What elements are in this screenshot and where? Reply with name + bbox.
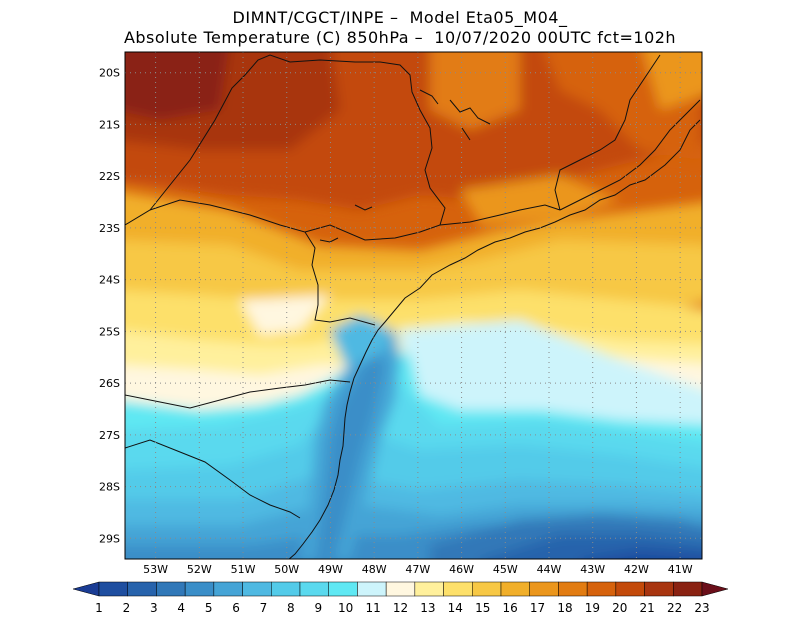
colorbar-segment (127, 581, 157, 597)
title-line-2: Absolute Temperature (C) 850hPa – 10/07/… (123, 28, 677, 47)
title-line-1: DIMNT/CGCT/INPE – Model Eta05_M04_ (232, 8, 568, 27)
colorbar-segment (443, 581, 473, 597)
lon-tick-label: 44W (537, 563, 562, 576)
colorbar-label: 19 (585, 601, 600, 615)
colorbar-segment (184, 581, 215, 597)
lon-tick-label: 49W (318, 563, 343, 576)
colorbar-label: 4 (177, 601, 185, 615)
colorbar-label: 10 (338, 601, 353, 615)
reservoir-lines (319, 89, 491, 243)
colorbar-segment (385, 581, 416, 597)
lon-tick-label: 45W (493, 563, 518, 576)
lon-tick-label: 41W (668, 563, 693, 576)
lat-tick-label: 23S (99, 222, 120, 235)
colorbar-label: 22 (667, 601, 682, 615)
colorbar-arrow-left (72, 581, 100, 597)
state-border-1 (125, 199, 376, 326)
lat-tick-label: 27S (99, 429, 120, 442)
colorbar-segment (299, 581, 329, 597)
lat-tick-label: 29S (99, 532, 120, 545)
state-border-5 (439, 204, 561, 226)
colorbar-label: 20 (612, 601, 627, 615)
colorbar-segment (328, 581, 358, 597)
lon-tick-label: 48W (362, 563, 387, 576)
map-frame (124, 51, 703, 560)
grid-lines (125, 52, 702, 559)
latitude-labels: 20S 21S 22S 23S 24S 25S 26S 27S 28S 29S (99, 67, 120, 546)
colorbar-label: 7 (260, 601, 268, 615)
lon-tick-label: 42W (624, 563, 649, 576)
colorbar-label: 17 (530, 601, 545, 615)
colorbar-segment (529, 581, 559, 597)
colorbar-segment (213, 581, 243, 597)
colorbar-label: 3 (150, 601, 158, 615)
lat-tick-label: 28S (99, 481, 120, 494)
lon-tick-label: 51W (231, 563, 256, 576)
colorbar-segment (586, 581, 617, 597)
colorbar-segment (271, 581, 301, 597)
colorbar-label: 11 (365, 601, 380, 615)
colorbar: 1 2 3 4 5 6 7 8 9 10 11 12 13 14 15 16 17 18 19 20 21 22 23 (72, 581, 729, 615)
state-border-6 (559, 99, 701, 211)
colorbar-label: 21 (640, 601, 655, 615)
colorbar-label: 18 (557, 601, 572, 615)
state-border-7 (554, 54, 661, 211)
colorbar-label: 9 (314, 601, 322, 615)
colorbar-label: 14 (448, 601, 463, 615)
colorbar-label: 23 (694, 601, 709, 615)
lat-tick-label: 21S (99, 118, 120, 131)
lon-tick-label: 50W (274, 563, 299, 576)
colorbar-label: 12 (393, 601, 408, 615)
boundaries (125, 54, 701, 559)
colorbar-segment (615, 581, 645, 597)
colorbar-segment (98, 581, 128, 597)
state-border-2 (125, 379, 351, 409)
colorbar-segment (472, 581, 502, 597)
state-border-4 (149, 54, 446, 241)
colorbar-label: 1 (95, 601, 103, 615)
temperature-field (125, 52, 702, 559)
colorbar-arrow-right (701, 581, 729, 597)
lat-tick-label: 24S (99, 274, 120, 287)
lat-tick-label: 26S (99, 377, 120, 390)
longitude-labels: 53W 52W 51W 50W 49W 48W 47W 46W 45W 44W 43W 42W 41W (143, 563, 693, 576)
colorbar-label: 13 (420, 601, 435, 615)
colorbar-segment (357, 581, 387, 597)
lat-tick-label: 22S (99, 170, 120, 183)
lon-tick-label: 43W (580, 563, 605, 576)
colorbar-segment (558, 581, 588, 597)
lat-tick-label: 20S (99, 67, 120, 80)
colorbar-label: 8 (287, 601, 295, 615)
colorbar-segment (644, 581, 674, 597)
lon-tick-label: 46W (449, 563, 474, 576)
colorbar-segment (414, 581, 444, 597)
state-border-3 (125, 439, 301, 519)
colorbar-segment (156, 581, 186, 597)
coastline (288, 119, 701, 559)
colorbar-label: 5 (205, 601, 213, 615)
lon-tick-label: 52W (187, 563, 212, 576)
lon-tick-label: 53W (143, 563, 168, 576)
lat-tick-label: 25S (99, 325, 120, 338)
colorbar-segment (242, 581, 272, 597)
colorbar-label: 16 (502, 601, 517, 615)
colorbar-label: 2 (123, 601, 131, 615)
colorbar-segment (673, 581, 703, 597)
lon-tick-label: 47W (405, 563, 430, 576)
colorbar-segment (500, 581, 530, 597)
colorbar-label: 15 (475, 601, 490, 615)
colorbar-label: 6 (232, 601, 240, 615)
